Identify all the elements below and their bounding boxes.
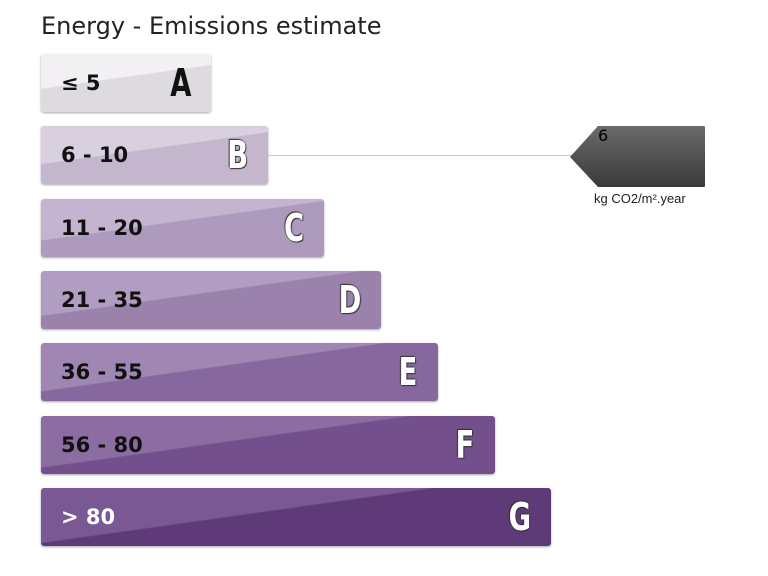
band-range: 21 - 35 bbox=[61, 287, 143, 312]
band-letter: C bbox=[284, 205, 305, 250]
band-range: 11 - 20 bbox=[61, 215, 143, 240]
band-range: 56 - 80 bbox=[61, 432, 143, 457]
title: Energy - Emissions estimate bbox=[41, 12, 382, 40]
band: 11 - 20 C bbox=[41, 198, 325, 257]
band-letter: G bbox=[508, 494, 532, 539]
band-range: 6 - 10 bbox=[61, 143, 129, 168]
band: 21 - 35 D bbox=[41, 270, 382, 329]
indicator-tag bbox=[570, 126, 705, 187]
band-range: 36 - 55 bbox=[61, 360, 143, 385]
band-letter: D bbox=[338, 277, 362, 322]
band: ≤ 5 A bbox=[41, 54, 211, 112]
band-range: ≤ 5 bbox=[61, 71, 101, 95]
indicator-value: 6 bbox=[598, 126, 609, 145]
band-letter: E bbox=[399, 350, 418, 395]
band: > 80 G bbox=[41, 487, 552, 546]
band-letter: F bbox=[455, 422, 475, 467]
connector bbox=[268, 155, 572, 156]
band: 6 - 10 B bbox=[41, 126, 268, 185]
band-letter: A bbox=[169, 61, 191, 105]
band: 36 - 55 E bbox=[41, 343, 438, 402]
band-letter: B bbox=[226, 133, 248, 178]
indicator-unit: kg CO2/m².year bbox=[594, 191, 686, 206]
band: 56 - 80 F bbox=[41, 415, 495, 474]
band-range: > 80 bbox=[61, 504, 116, 529]
